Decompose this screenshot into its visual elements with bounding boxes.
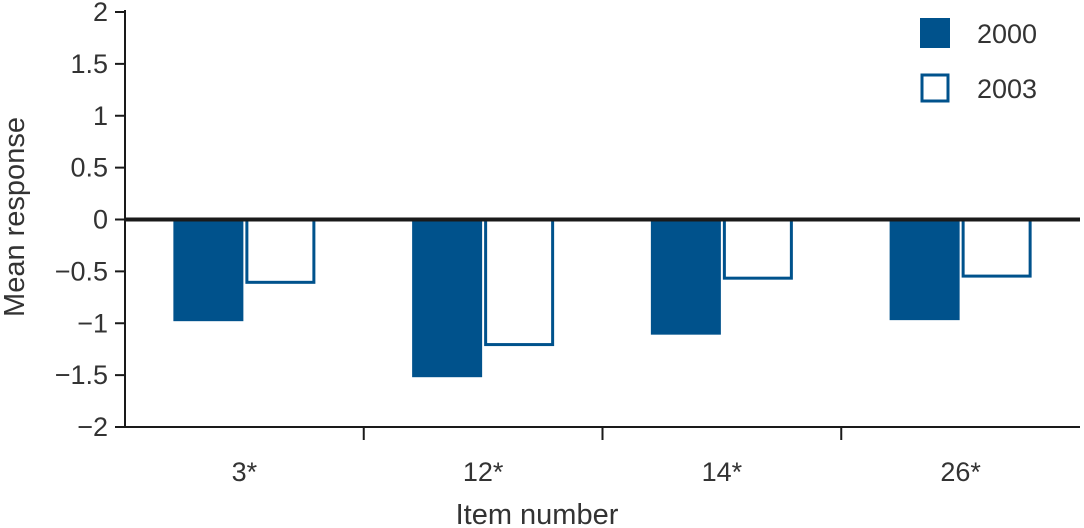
legend-swatch-2000 bbox=[920, 18, 950, 48]
legend-label-2000: 2000 bbox=[977, 19, 1037, 49]
bar-2003-3 bbox=[245, 218, 316, 284]
category-label: 14* bbox=[702, 457, 743, 487]
y-tick-label: −1 bbox=[77, 308, 108, 338]
category-label: 3* bbox=[232, 457, 258, 487]
bar-2000-14 bbox=[650, 219, 721, 335]
bar-2003-26 bbox=[961, 218, 1032, 278]
y-tick-label: −1.5 bbox=[55, 360, 108, 390]
x-axis-title: Item number bbox=[456, 499, 619, 528]
y-tick-label: 1 bbox=[93, 101, 108, 131]
y-tick-label: 1.5 bbox=[70, 49, 108, 79]
legend-label-2003: 2003 bbox=[977, 74, 1037, 104]
legend-swatch-2003 bbox=[920, 73, 950, 103]
bars-group bbox=[173, 218, 1032, 378]
y-axis-title: Mean response bbox=[0, 117, 31, 317]
y-tick-label: 2 bbox=[93, 0, 108, 27]
bar-2000-12 bbox=[412, 219, 483, 378]
bar-2003-14 bbox=[722, 218, 793, 280]
category-label: 26* bbox=[940, 457, 981, 487]
x-ticks-group: 3* 12* 14* 26* bbox=[232, 427, 981, 487]
y-tick-label: 0 bbox=[93, 205, 108, 235]
y-ticks-group: 2 1.5 1 0.5 0 −0.5 −1 −1.5 −2 bbox=[55, 0, 125, 442]
legend: 2000 2003 bbox=[920, 18, 1037, 104]
bar-2000-26 bbox=[889, 219, 960, 321]
y-tick-label: −2 bbox=[77, 412, 108, 442]
y-tick-label: 0.5 bbox=[70, 153, 108, 183]
category-label: 12* bbox=[463, 457, 504, 487]
bar-2000-3 bbox=[173, 219, 244, 322]
y-tick-label: −0.5 bbox=[55, 256, 108, 286]
bar-2003-12 bbox=[484, 218, 555, 347]
